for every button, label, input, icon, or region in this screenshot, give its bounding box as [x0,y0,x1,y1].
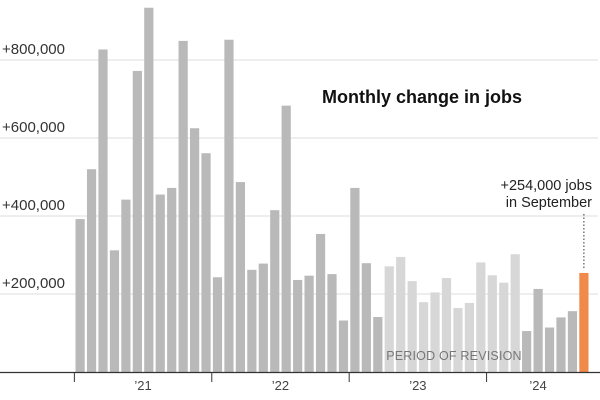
bar [132,70,142,373]
bar [464,302,474,372]
bar [109,250,120,372]
x-tick-label: ’22 [272,378,289,393]
revision-label: PERIOD OF REVISION [386,349,522,363]
bar [167,187,177,372]
bar [86,169,97,372]
bar [201,153,211,372]
chart-title: Monthly change in jobs [322,87,522,107]
bar [270,210,280,372]
bar [144,7,154,373]
bar [567,311,578,372]
bar [487,275,497,372]
bar [453,308,463,372]
bar [98,49,108,372]
bar [407,281,417,372]
bar [441,278,452,372]
bar [510,254,520,372]
bar [155,194,165,372]
bar [327,274,337,372]
labels: Monthly change in jobs PERIOD OF REVISIO… [322,87,592,363]
bar [350,187,360,372]
bar [396,256,406,372]
bar [258,263,268,372]
bar [556,317,566,372]
bar [247,269,257,372]
bar [121,199,131,372]
bar [190,128,200,372]
y-tick-label: +200,000 [2,275,65,292]
bar [430,292,440,372]
bar [499,282,509,372]
bar [544,327,555,372]
highlight-bar [579,272,589,372]
bar [281,105,291,372]
annotation-line-2: in September [506,195,592,211]
bar [338,320,349,372]
bar [212,277,223,372]
bar [178,40,188,372]
bar [315,233,326,372]
annotation-line-1: +254,000 jobs [500,178,592,194]
y-tick-label: +400,000 [2,197,65,214]
x-tick-label: ’23 [409,378,426,393]
y-tick-label: +600,000 [2,119,65,136]
bar [476,262,486,372]
bar [419,302,429,372]
bar [304,275,314,372]
bars [75,7,589,373]
bar [75,219,85,372]
x-axis: ’21 ’22 ’23 ’24 [0,371,600,393]
bar [224,39,234,372]
bar [522,331,532,372]
x-tick-label: ’21 [134,378,151,393]
bar [361,263,371,372]
bar [293,279,303,372]
y-tick-label: +800,000 [2,41,65,58]
bar [235,182,245,372]
x-tick-label: ’24 [529,378,546,393]
bar [373,317,383,372]
bar [533,288,543,372]
bar [384,266,394,372]
